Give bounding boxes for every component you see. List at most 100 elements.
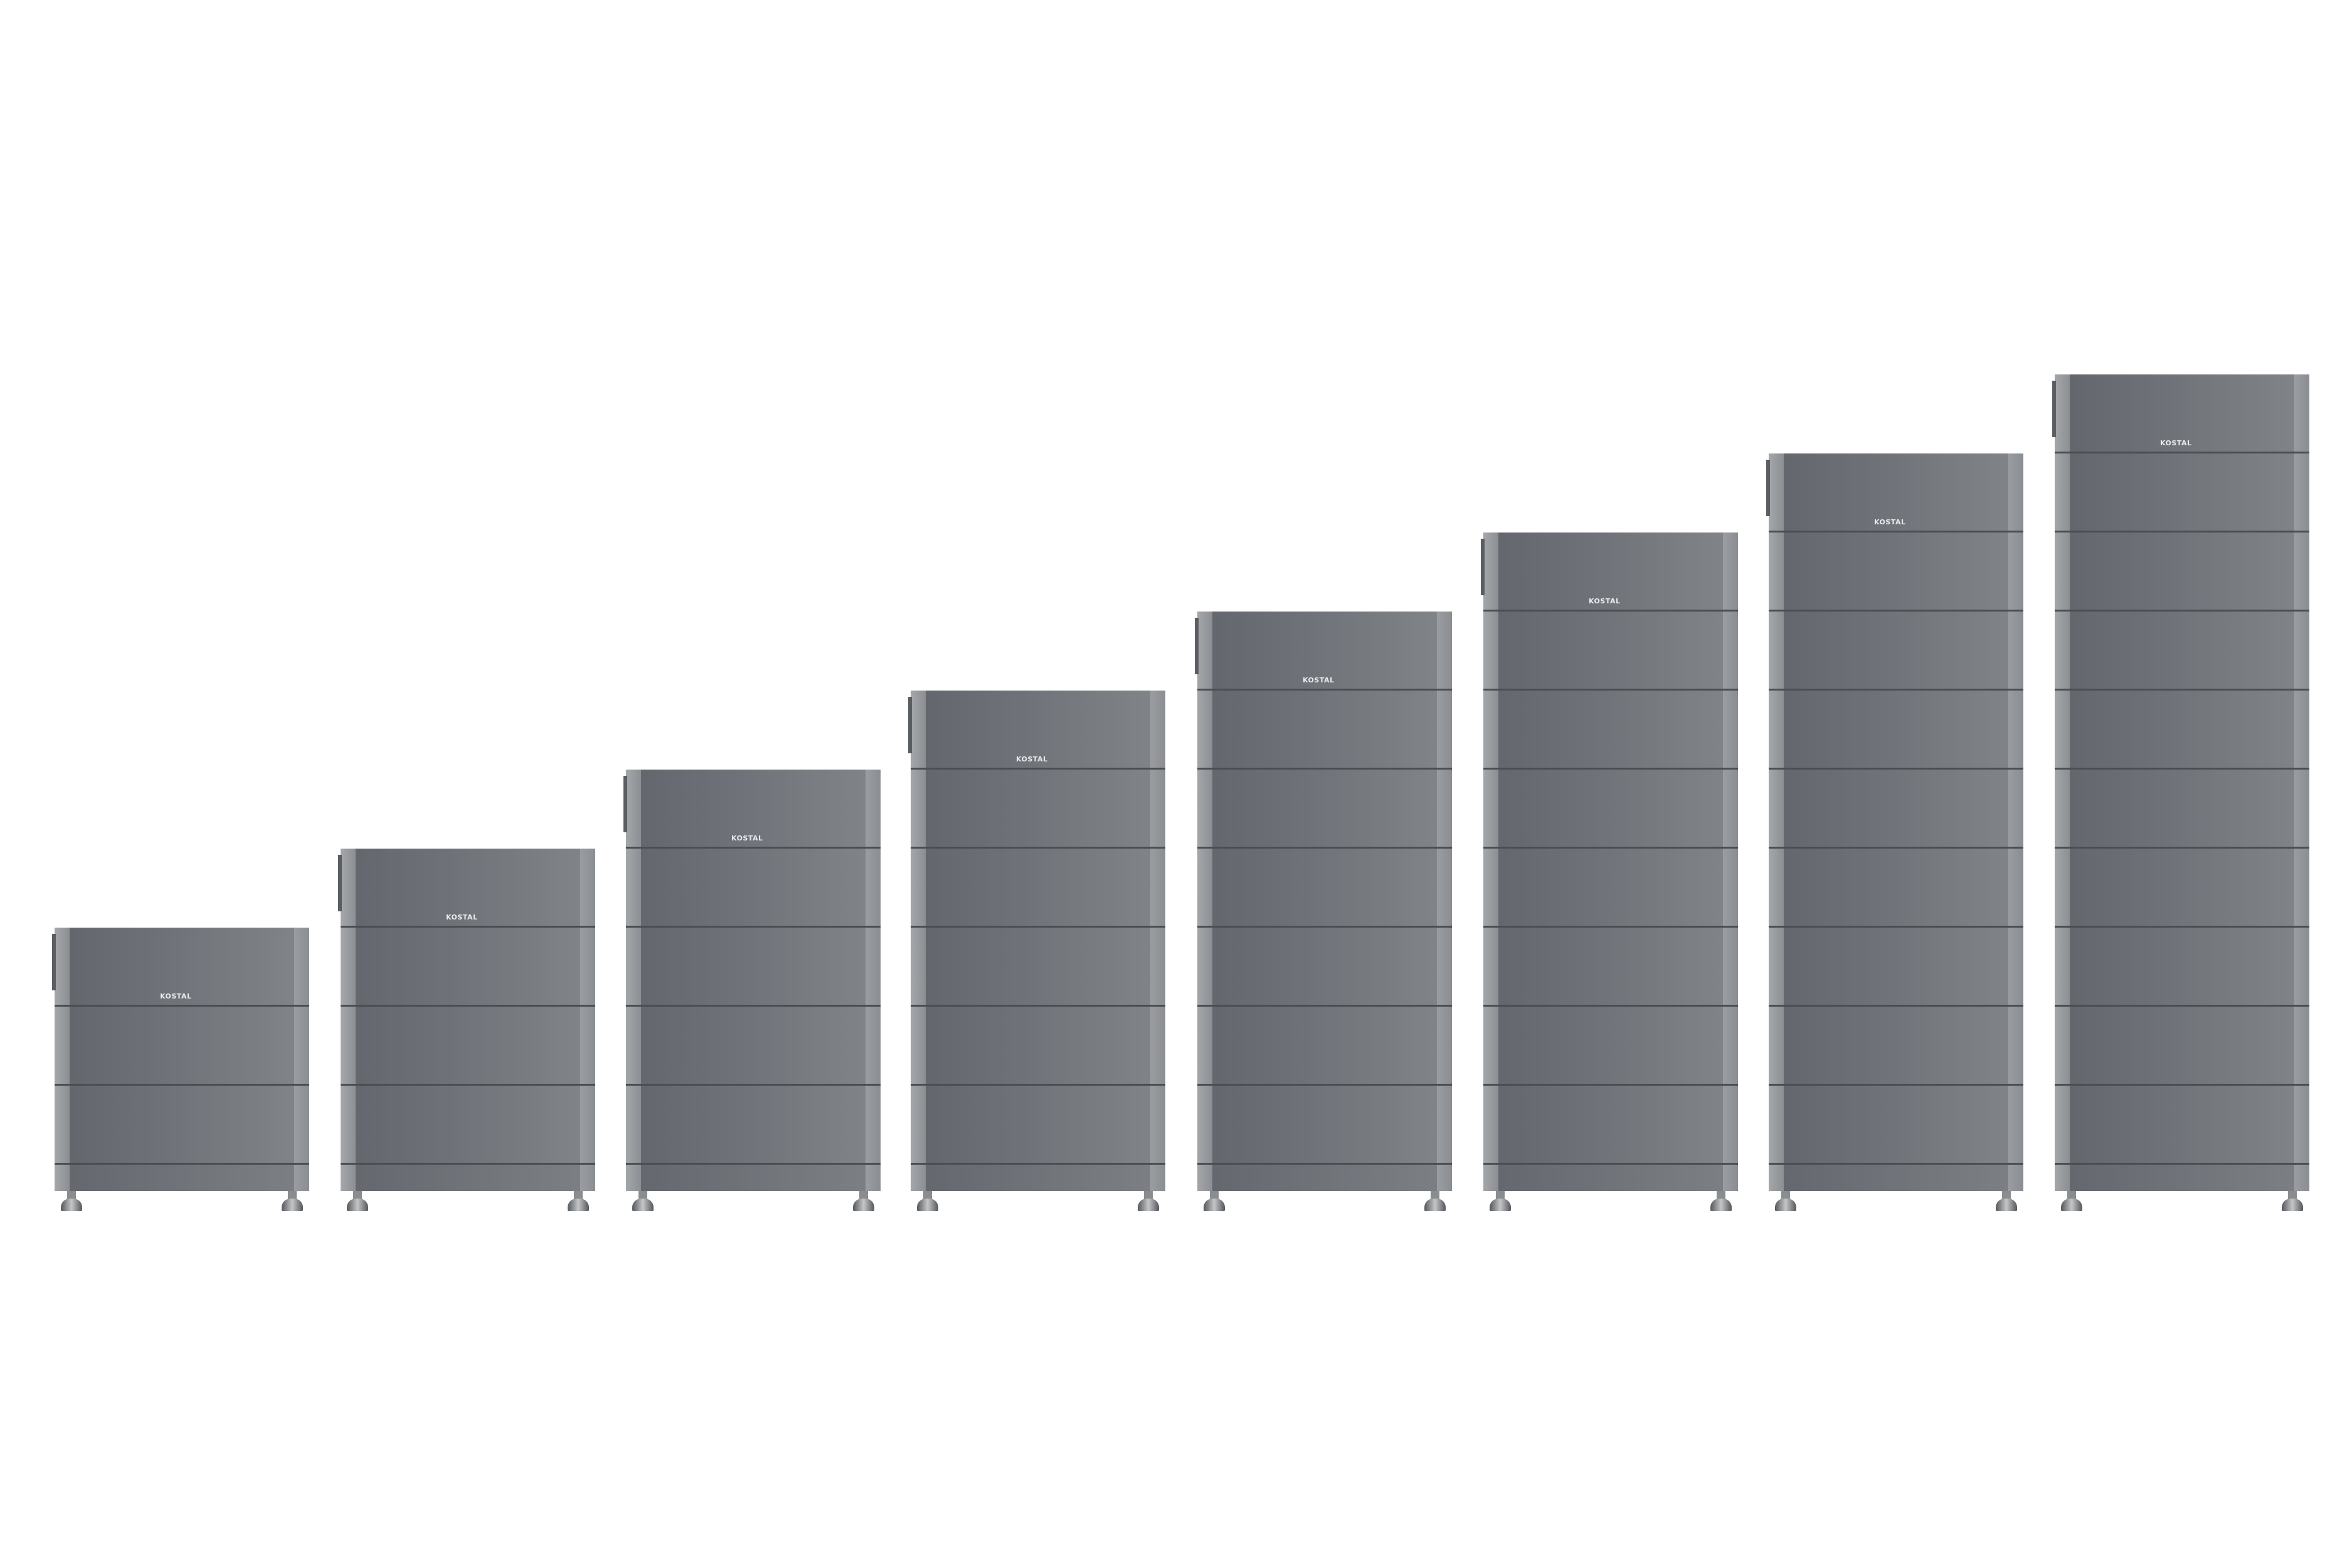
base-plinth <box>1197 1165 1452 1191</box>
side-trim <box>626 1165 641 1191</box>
side-trim <box>626 1007 641 1084</box>
battery-module <box>55 1086 309 1165</box>
battery-module <box>1769 532 2023 612</box>
side-trim <box>1723 691 1738 768</box>
leveling-foot <box>917 1191 938 1211</box>
side-trim <box>341 1086 356 1163</box>
side-trim <box>2055 374 2070 452</box>
brand-logo: KOSTAL <box>1589 597 1621 605</box>
side-trim <box>55 1165 70 1191</box>
side-trim <box>1437 849 1452 926</box>
battery-module <box>911 849 1165 928</box>
side-trim <box>1437 770 1452 847</box>
leveling-foot <box>2061 1191 2082 1211</box>
side-trim <box>1483 532 1498 610</box>
side-trim <box>1197 612 1212 689</box>
battery-module <box>1197 1007 1452 1086</box>
side-trim <box>1197 691 1212 768</box>
side-trim <box>2055 532 2070 610</box>
side-trim <box>911 770 926 847</box>
side-trim <box>2294 453 2309 531</box>
battery-module <box>2055 1007 2309 1086</box>
battery-module <box>1483 770 1738 849</box>
leveling-foot <box>61 1191 82 1211</box>
side-trim <box>2008 612 2023 689</box>
side-trim <box>1723 532 1738 610</box>
battery-stack-unit: KOSTAL <box>1195 612 1452 1211</box>
mount-bracket <box>908 697 912 753</box>
side-trim <box>1769 928 1784 1005</box>
leveling-foot <box>1710 1191 1732 1211</box>
side-trim <box>1483 1165 1498 1191</box>
battery-module <box>1483 691 1738 770</box>
mount-bracket <box>1195 618 1199 674</box>
side-trim <box>341 1007 356 1084</box>
side-trim <box>2294 532 2309 610</box>
side-trim <box>1150 691 1165 768</box>
side-trim <box>2008 1165 2023 1191</box>
battery-module <box>341 1086 595 1165</box>
side-trim <box>2055 928 2070 1005</box>
side-trim <box>1197 1165 1212 1191</box>
leveling-foot <box>1204 1191 1225 1211</box>
side-trim <box>911 1086 926 1163</box>
battery-module <box>1483 612 1738 691</box>
mount-bracket <box>1481 539 1485 595</box>
controller-module: KOSTAL <box>1481 532 1738 612</box>
battery-module <box>341 1007 595 1086</box>
side-trim <box>1197 1007 1212 1084</box>
battery-module <box>1769 1007 2023 1086</box>
side-trim <box>1483 770 1498 847</box>
side-trim <box>1437 928 1452 1005</box>
side-trim <box>2294 1165 2309 1191</box>
battery-stack-unit: KOSTAL <box>1766 453 2023 1211</box>
side-trim <box>1150 1007 1165 1084</box>
side-trim <box>1150 1165 1165 1191</box>
base-plinth <box>1483 1165 1738 1191</box>
brand-logo: KOSTAL <box>446 913 478 921</box>
side-trim <box>1437 612 1452 689</box>
battery-module <box>1769 849 2023 928</box>
side-trim <box>1150 1086 1165 1163</box>
side-trim <box>1483 612 1498 689</box>
mount-bracket <box>338 855 342 911</box>
side-trim <box>2055 1007 2070 1084</box>
side-trim <box>2055 691 2070 768</box>
brand-logo: KOSTAL <box>731 834 763 842</box>
battery-module <box>1197 770 1452 849</box>
side-trim <box>2055 1165 2070 1191</box>
battery-module <box>626 849 881 928</box>
side-trim <box>55 928 70 1005</box>
side-trim <box>626 849 641 926</box>
battery-module <box>626 1086 881 1165</box>
side-trim <box>1150 849 1165 926</box>
side-trim <box>2055 849 2070 926</box>
side-trim <box>2055 453 2070 531</box>
battery-module <box>1769 612 2023 691</box>
side-trim <box>1483 691 1498 768</box>
side-trim <box>1723 928 1738 1005</box>
side-trim <box>911 849 926 926</box>
side-trim <box>2055 612 2070 689</box>
side-trim <box>294 928 309 1005</box>
side-trim <box>911 691 926 768</box>
side-trim <box>1723 612 1738 689</box>
brand-logo: KOSTAL <box>1016 755 1048 763</box>
battery-module <box>1483 1007 1738 1086</box>
battery-module <box>1197 928 1452 1007</box>
brand-logo: KOSTAL <box>1874 518 1906 526</box>
side-trim <box>580 849 595 926</box>
leveling-foot <box>2282 1191 2303 1211</box>
battery-module <box>2055 849 2309 928</box>
side-trim <box>55 1007 70 1084</box>
side-trim <box>1197 1086 1212 1163</box>
battery-module <box>911 770 1165 849</box>
side-trim <box>2008 770 2023 847</box>
side-trim <box>2294 770 2309 847</box>
side-trim <box>911 1007 926 1084</box>
battery-module <box>626 928 881 1007</box>
side-trim <box>1437 691 1452 768</box>
leveling-foot <box>1996 1191 2017 1211</box>
side-trim <box>2008 1086 2023 1163</box>
